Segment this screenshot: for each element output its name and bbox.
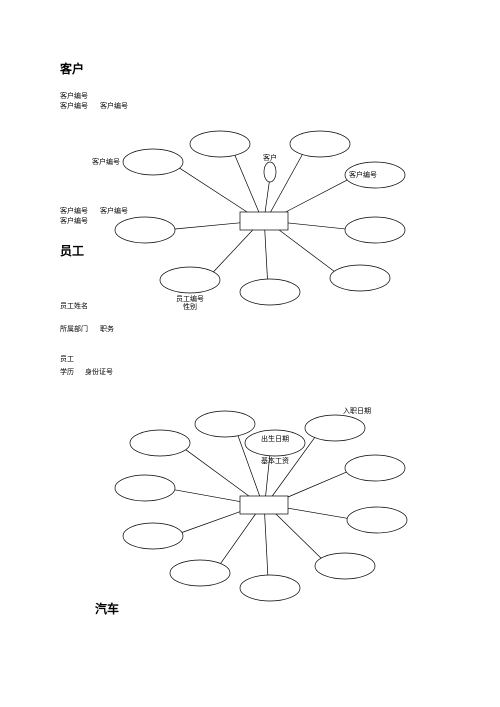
label-customer-id-2a2: 客户编号	[100, 207, 128, 216]
heading-customer: 客户	[60, 60, 84, 77]
svg-text:客户编号: 客户编号	[349, 170, 377, 179]
diagram-customer: 客户编号客户客户编号员工编号性别	[95, 120, 405, 320]
label-customer-id-2b: 客户编号	[60, 217, 88, 226]
svg-text:基本工资: 基本工资	[261, 456, 289, 465]
diagram-employee: 出生日期基本工资 入职日期	[95, 388, 405, 613]
svg-text:性别: 性别	[183, 302, 197, 311]
svg-text:客户: 客户	[263, 153, 277, 162]
heading-car: 汽车	[95, 600, 119, 617]
label-idno: 身份证号	[85, 368, 113, 377]
svg-text:出生日期: 出生日期	[261, 434, 289, 443]
label-emp2: 员工	[60, 355, 74, 364]
svg-text:客户编号: 客户编号	[92, 157, 120, 166]
label-customer-id-1b2: 客户编号	[100, 102, 128, 111]
svg-text:员工编号: 员工编号	[176, 294, 204, 303]
heading-employee: 员工	[60, 242, 84, 259]
svg-text:入职日期: 入职日期	[343, 407, 371, 415]
label-customer-id-2a: 客户编号	[60, 207, 88, 216]
label-customer-id-1b: 客户编号	[60, 102, 88, 111]
label-customer-id-1a: 客户编号	[60, 92, 88, 101]
label-emp-name: 员工姓名	[60, 302, 88, 311]
label-edu: 学历	[60, 368, 74, 377]
label-duty: 职务	[100, 325, 114, 334]
label-dept: 所属部门	[60, 325, 88, 334]
page: 客户 客户编号 客户编号 客户编号 客户编号客户客户编号员工编号性别 客户编号 …	[0, 0, 500, 707]
